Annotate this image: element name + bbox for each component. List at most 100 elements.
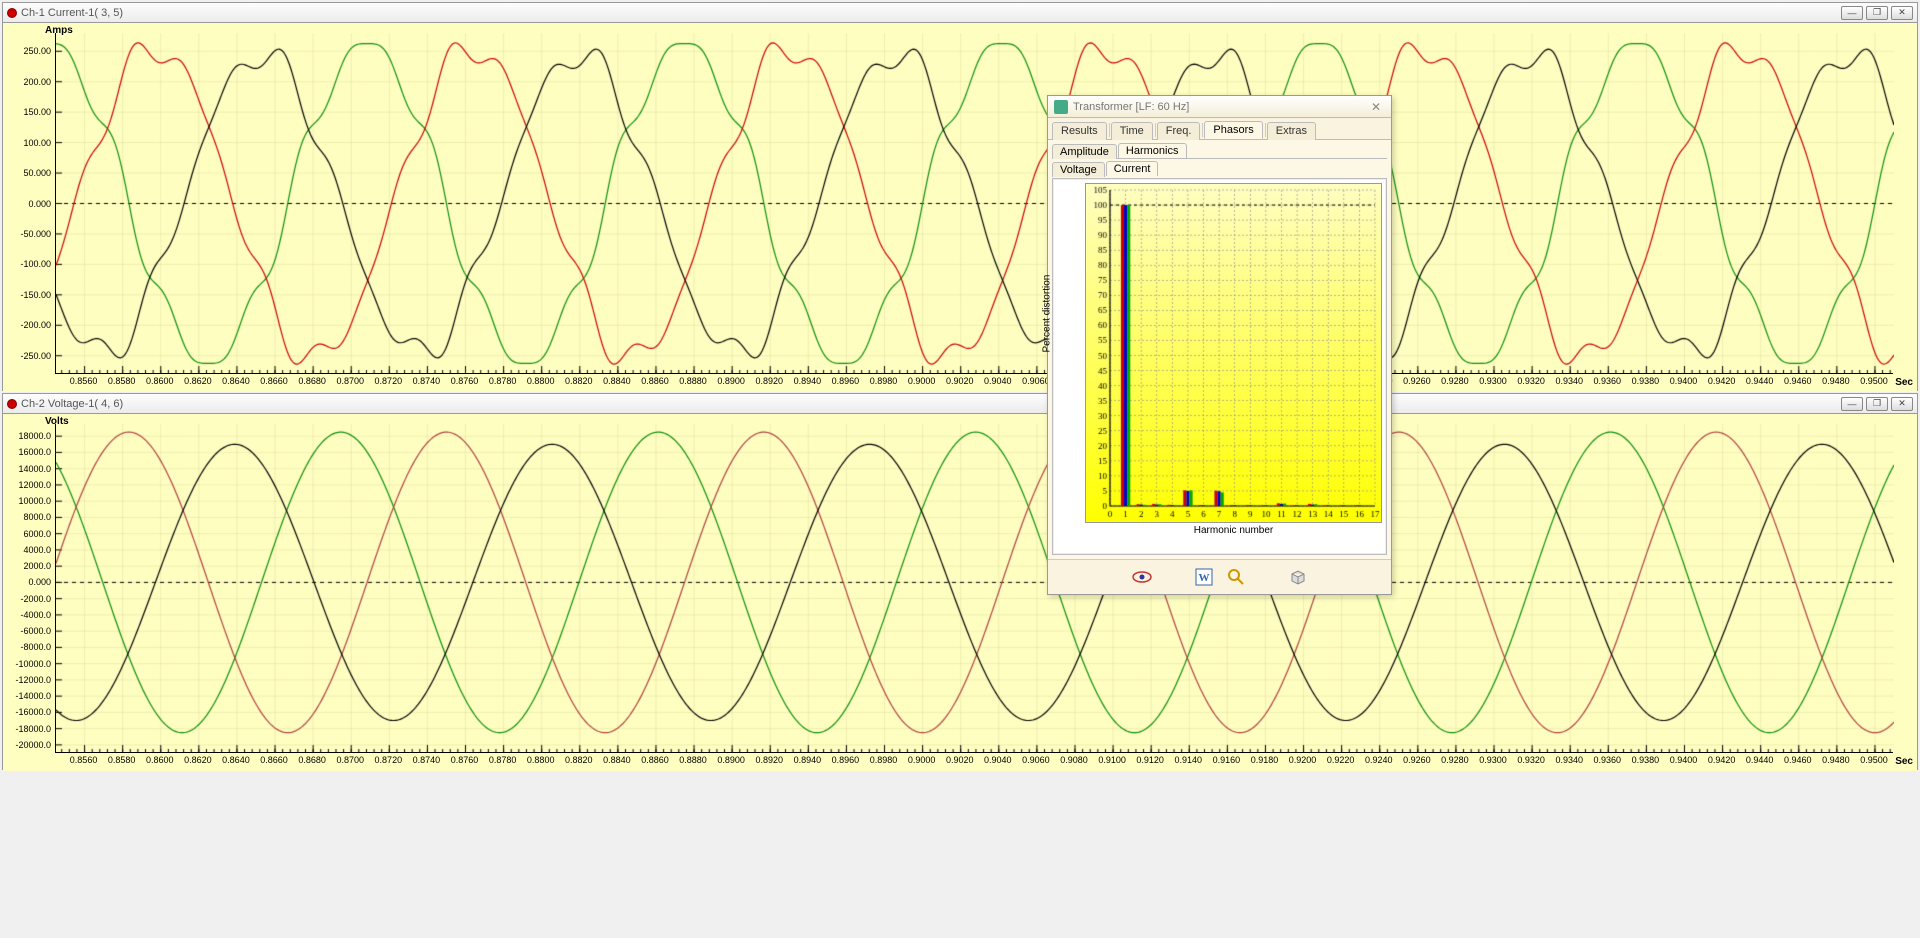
x-tick-label: 0.9240 bbox=[1365, 755, 1393, 765]
x-tick-label: 0.8740 bbox=[413, 755, 441, 765]
x-tick-label: 0.8680 bbox=[298, 755, 326, 765]
x-tick-label: 0.8940 bbox=[794, 376, 822, 386]
x-tick-label: 0.9040 bbox=[984, 755, 1012, 765]
x-tick-label: 0.8600 bbox=[146, 376, 174, 386]
current-panel-title: Ch-1 Current-1( 3, 5) bbox=[21, 7, 123, 19]
y-tick-label: -16000.0 bbox=[7, 707, 51, 717]
x-tick-label: 0.8860 bbox=[641, 755, 669, 765]
x-tick-label: 0.9300 bbox=[1479, 376, 1507, 386]
x-tick-label: 0.8740 bbox=[413, 376, 441, 386]
y-tick-label: -8000.0 bbox=[7, 642, 51, 652]
popup-toolbar: W bbox=[1048, 559, 1391, 594]
x-tick-label: 0.9180 bbox=[1251, 755, 1279, 765]
x-tick-label: 0.9460 bbox=[1784, 376, 1812, 386]
x-tick-label: 0.9020 bbox=[946, 755, 974, 765]
y-tick-label: 250.00 bbox=[7, 46, 51, 56]
y-tick-label: 10000.0 bbox=[7, 496, 51, 506]
y-tick-label: -100.00 bbox=[7, 259, 51, 269]
bar-chart-ylabel: Percent distortion bbox=[1042, 274, 1053, 352]
x-tick-label: 0.8820 bbox=[565, 376, 593, 386]
eye-icon[interactable] bbox=[1131, 568, 1153, 586]
subtab-amplitude[interactable]: Amplitude bbox=[1052, 144, 1117, 159]
x-tick-label: 0.9440 bbox=[1746, 755, 1774, 765]
x-tick-label: 0.8700 bbox=[336, 376, 364, 386]
x-tick-label: 0.8960 bbox=[832, 376, 860, 386]
panel2-minimize-button[interactable]: — bbox=[1841, 397, 1863, 411]
x-tick-label: 0.9160 bbox=[1213, 755, 1241, 765]
y-tick-label: 14000.0 bbox=[7, 464, 51, 474]
popup-tab-results[interactable]: Results bbox=[1052, 122, 1107, 140]
transformer-popup[interactable]: Transformer [LF: 60 Hz] ✕ ResultsTimeFre… bbox=[1047, 95, 1392, 595]
x-tick-label: 0.9500 bbox=[1860, 755, 1888, 765]
popup-title: Transformer [LF: 60 Hz] bbox=[1073, 101, 1189, 113]
x-tick-label: 0.8780 bbox=[489, 376, 517, 386]
x-tick-label: 0.8660 bbox=[260, 755, 288, 765]
x-tick-label: 0.9380 bbox=[1632, 376, 1660, 386]
voltage-chart[interactable]: VoltsSec18000.016000.014000.012000.01000… bbox=[3, 414, 1917, 771]
word-export-icon[interactable]: W bbox=[1193, 568, 1215, 586]
y-tick-label: -4000.0 bbox=[7, 610, 51, 620]
x-tick-label: 0.8860 bbox=[641, 376, 669, 386]
bar-chart-xlabel: Harmonic number bbox=[1085, 523, 1382, 536]
y-tick-label: 2000.0 bbox=[7, 561, 51, 571]
current-chart[interactable]: AmpsSec250.00200.00150.00100.0050.0000.0… bbox=[3, 23, 1917, 392]
current-panel-title-bar[interactable]: Ch-1 Current-1( 3, 5) — ❐ ✕ bbox=[3, 3, 1917, 23]
popup-tab-time[interactable]: Time bbox=[1111, 122, 1153, 140]
x-tick-label: 0.9400 bbox=[1670, 755, 1698, 765]
x-tick-label: 0.8560 bbox=[70, 376, 98, 386]
x-tick-label: 0.9000 bbox=[908, 376, 936, 386]
x-tick-label: 0.9060 bbox=[1022, 755, 1050, 765]
x-tick-label: 0.9360 bbox=[1594, 755, 1622, 765]
subtab-harmonics[interactable]: Harmonics bbox=[1118, 143, 1187, 158]
panel2-maximize-button[interactable]: ❐ bbox=[1866, 397, 1888, 411]
voltage-panel: Ch-2 Voltage-1( 4, 6) — ❐ ✕ VoltsSec1800… bbox=[2, 393, 1918, 770]
x-tick-label: 0.9460 bbox=[1784, 755, 1812, 765]
popup-close-button[interactable]: ✕ bbox=[1367, 99, 1385, 115]
x-tick-label: 0.9380 bbox=[1632, 755, 1660, 765]
x-tick-label: 0.8580 bbox=[108, 376, 136, 386]
x-tick-label: 0.9280 bbox=[1441, 755, 1469, 765]
popup-tab-freq[interactable]: Freq. bbox=[1157, 122, 1201, 140]
svg-text:W: W bbox=[1198, 572, 1209, 584]
x-tick-label: 0.8640 bbox=[222, 755, 250, 765]
harmonics-bar-chart[interactable] bbox=[1085, 183, 1382, 523]
panel2-close-button[interactable]: ✕ bbox=[1891, 397, 1913, 411]
x-tick-label: 0.8880 bbox=[679, 755, 707, 765]
panel1-maximize-button[interactable]: ❐ bbox=[1866, 6, 1888, 20]
x-tick-label: 0.9440 bbox=[1746, 376, 1774, 386]
popup-tab-extras[interactable]: Extras bbox=[1267, 122, 1316, 140]
x-tick-label: 0.9400 bbox=[1670, 376, 1698, 386]
y-tick-label: 0.000 bbox=[7, 577, 51, 587]
panel1-close-button[interactable]: ✕ bbox=[1891, 6, 1913, 20]
voltage-panel-title: Ch-2 Voltage-1( 4, 6) bbox=[21, 398, 123, 410]
x-tick-label: 0.9200 bbox=[1289, 755, 1317, 765]
popup-title-bar[interactable]: Transformer [LF: 60 Hz] ✕ bbox=[1048, 96, 1391, 118]
x-tick-label: 0.9220 bbox=[1327, 755, 1355, 765]
x-tick-label: 0.8900 bbox=[717, 755, 745, 765]
voltage-panel-title-bar[interactable]: Ch-2 Voltage-1( 4, 6) — ❐ ✕ bbox=[3, 394, 1917, 414]
popup-tab-phasors[interactable]: Phasors bbox=[1204, 121, 1262, 139]
x-tick-label: 0.9140 bbox=[1175, 755, 1203, 765]
x-tick-label: 0.8720 bbox=[375, 376, 403, 386]
x-tick-label: 0.8800 bbox=[527, 755, 555, 765]
search-icon[interactable] bbox=[1225, 568, 1247, 586]
x-tick-label: 0.9500 bbox=[1860, 376, 1888, 386]
x-tick-label: 0.9040 bbox=[984, 376, 1012, 386]
x-tick-label: 0.8680 bbox=[298, 376, 326, 386]
x-tick-label: 0.9300 bbox=[1479, 755, 1507, 765]
record-dot-icon bbox=[7, 8, 17, 18]
x-tick-label: 0.8580 bbox=[108, 755, 136, 765]
x-tick-label: 0.8980 bbox=[870, 755, 898, 765]
subtab-voltage[interactable]: Voltage bbox=[1052, 162, 1105, 177]
x-axis-label: Sec bbox=[1895, 377, 1913, 388]
y-tick-label: 6000.0 bbox=[7, 529, 51, 539]
popup-subtabs-2: VoltageCurrent bbox=[1052, 159, 1387, 176]
y-tick-label: -2000.0 bbox=[7, 594, 51, 604]
x-tick-label: 0.8660 bbox=[260, 376, 288, 386]
x-tick-label: 0.9260 bbox=[1403, 376, 1431, 386]
popup-tabs: ResultsTimeFreq.Phasors Extras bbox=[1048, 118, 1391, 139]
cube-icon[interactable] bbox=[1287, 568, 1309, 586]
y-tick-label: 150.00 bbox=[7, 107, 51, 117]
panel1-minimize-button[interactable]: — bbox=[1841, 6, 1863, 20]
subtab-current[interactable]: Current bbox=[1106, 161, 1159, 176]
